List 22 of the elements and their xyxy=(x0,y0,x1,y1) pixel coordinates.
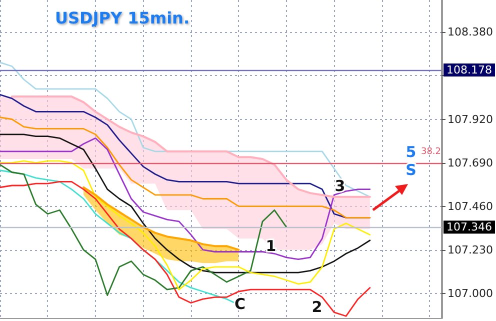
line-series xyxy=(82,186,240,251)
annotation: C xyxy=(234,295,246,313)
line-series xyxy=(0,160,371,290)
ref-line-label: 107.346 xyxy=(446,220,492,234)
text: 5 xyxy=(406,143,416,161)
line-series xyxy=(0,116,371,218)
y-tick-label: 107.690 xyxy=(448,156,494,170)
annotation: 1 xyxy=(266,237,276,255)
annotation: 3 xyxy=(334,177,346,195)
y-tick-label: 107.000 xyxy=(448,286,494,300)
annotation: 38.2 xyxy=(420,146,442,157)
ref-line-label: 108.178 xyxy=(446,64,492,77)
y-tick-label: 107.460 xyxy=(448,200,494,213)
y-tick-label: 108.380 xyxy=(448,26,494,39)
line-series xyxy=(10,96,371,198)
y-tick-label: 107.920 xyxy=(448,112,494,126)
line-series xyxy=(0,181,371,317)
text: USDJPY 15min. xyxy=(55,8,190,28)
y-tick-label: 107.230 xyxy=(448,243,494,256)
annotation: 2 xyxy=(312,298,322,316)
line-series xyxy=(0,164,288,296)
text: S xyxy=(406,161,416,179)
